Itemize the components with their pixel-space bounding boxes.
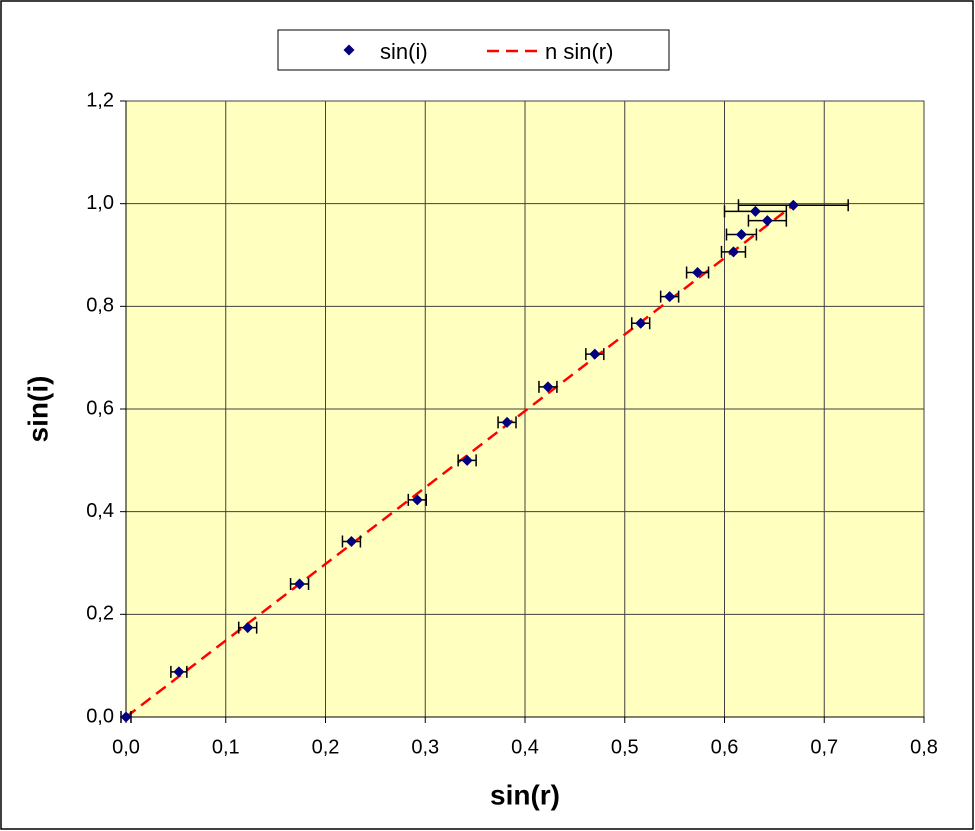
x-tick-label: 0,5 — [611, 736, 639, 758]
legend-label: n sin(r) — [545, 39, 613, 64]
y-tick-label: 1,0 — [86, 192, 114, 214]
data-point — [173, 666, 185, 678]
data-point — [542, 381, 554, 393]
x-tick-label: 0,3 — [411, 736, 439, 758]
legend-label: sin(i) — [380, 39, 428, 64]
y-tick-label: 1,2 — [86, 89, 114, 111]
data-point — [761, 215, 773, 227]
data-point — [120, 711, 132, 723]
legend-marker — [343, 44, 355, 56]
data-point — [345, 535, 357, 547]
x-tick-label: 0,6 — [711, 736, 739, 758]
x-tick-label: 0,2 — [312, 736, 340, 758]
x-tick-label: 0,7 — [810, 736, 838, 758]
data-point — [294, 578, 306, 590]
y-tick-label: 0,2 — [86, 603, 114, 625]
x-tick-label: 0,0 — [112, 736, 140, 758]
data-point — [411, 494, 423, 506]
legend-box — [277, 29, 670, 71]
data-point — [589, 348, 601, 360]
data-point — [735, 228, 747, 240]
x-tick-label: 0,4 — [511, 736, 539, 758]
y-axis-title: sin(i) — [22, 376, 53, 443]
data-point — [727, 246, 739, 258]
data-point — [242, 622, 254, 634]
y-tick-label: 0,8 — [86, 295, 114, 317]
y-tick-label: 0,0 — [86, 705, 114, 727]
x-tick-label: 0,8 — [910, 736, 938, 758]
data-point — [749, 205, 761, 217]
data-point — [692, 266, 704, 278]
x-tick-label: 0,1 — [212, 736, 240, 758]
data-point — [461, 454, 473, 466]
data-point — [501, 416, 513, 428]
x-axis-title: sin(r) — [490, 779, 560, 810]
data-point — [787, 199, 799, 211]
data-point — [635, 317, 647, 329]
y-tick-label: 0,6 — [86, 397, 114, 419]
fit-line — [125, 204, 795, 718]
data-point — [664, 291, 676, 303]
y-tick-label: 0,4 — [86, 500, 114, 522]
